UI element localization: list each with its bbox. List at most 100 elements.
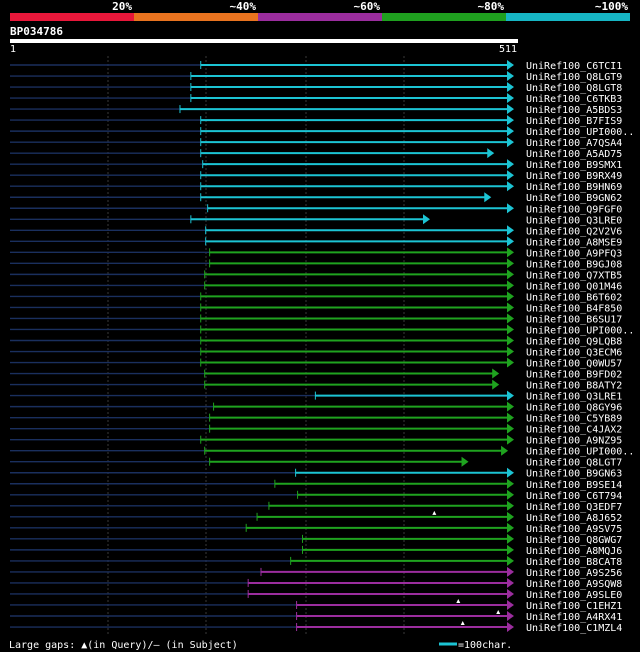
scale-segment	[134, 13, 258, 21]
bar-arrow-head	[507, 401, 514, 412]
hit-row: UniRef100_Q3EDF7	[10, 500, 622, 513]
hit-label: UniRef100_B9GN62	[526, 193, 622, 204]
bar-arrow-head	[507, 137, 514, 148]
hit-label: UniRef100_Q9LQB8	[526, 337, 622, 348]
bar-arrow-head	[507, 181, 514, 192]
ruler-end-label: 511	[499, 44, 517, 55]
hit-label: UniRef100_A7QSA4	[526, 138, 622, 149]
bar-arrow-head	[507, 280, 514, 291]
scale-segment	[506, 13, 630, 21]
hit-row: UniRef100_C4JAX2	[10, 423, 622, 436]
hit-row: UniRef100_C1EHZ1	[10, 598, 622, 612]
bar-arrow-head	[507, 544, 514, 555]
scale-label: ~60%	[354, 0, 381, 13]
hit-row: UniRef100_C6TCI1	[10, 60, 622, 72]
bar-arrow-head	[507, 71, 514, 82]
bar-arrow-head	[507, 346, 514, 357]
hit-label: UniRef100_A8J652	[526, 513, 622, 524]
hit-row: UniRef100_B9GN63	[10, 467, 622, 480]
hit-row: UniRef100_B9SE14	[10, 478, 622, 491]
identity-scale-bar: 20% ~40% ~60% ~80% ~100%	[10, 0, 630, 21]
hit-row: UniRef100_Q9FGF0	[10, 203, 622, 215]
bar-arrow-head	[507, 302, 514, 313]
bar-arrow-head	[501, 445, 509, 456]
hit-label: UniRef100_Q3LRE1	[526, 392, 622, 403]
hit-label: UniRef100_B6T602	[526, 292, 622, 303]
hit-label: UniRef100_UPI000..	[526, 325, 634, 336]
scale-segment	[258, 13, 382, 21]
hit-row: UniRef100_UPI000..	[10, 126, 634, 138]
bar-arrow-head	[487, 148, 495, 159]
bar-arrow-head	[507, 423, 514, 434]
legend-char-text: =100char.	[458, 640, 512, 651]
hit-row: UniRef100_UPI000..	[10, 445, 634, 458]
hit-label: UniRef100_B9GN63	[526, 469, 622, 480]
hit-label: UniRef100_B9GJ08	[526, 259, 622, 270]
hit-label: UniRef100_Q2V2V6	[526, 226, 622, 237]
bar-arrow-head	[507, 159, 514, 170]
hit-label: UniRef100_Q9FGF0	[526, 204, 622, 215]
hit-row: UniRef100_A9NZ95	[10, 434, 622, 447]
bar-arrow-head	[507, 357, 514, 368]
hit-label: UniRef100_Q3ECM6	[526, 348, 622, 359]
bar-arrow-head	[507, 269, 514, 280]
bar-arrow-head	[507, 126, 514, 137]
hit-label: UniRef100_A9PFQ3	[526, 248, 622, 259]
scale-segment	[382, 13, 506, 21]
hit-label: UniRef100_B4F850	[526, 303, 622, 314]
hit-rows: UniRef100_C6TCI1UniRef100_Q8LGT9UniRef10…	[10, 60, 634, 634]
chart-title: BP034786	[10, 25, 63, 38]
hit-label: UniRef100_C6TCI1	[526, 61, 622, 72]
hit-label: UniRef100_B9FD02	[526, 370, 622, 381]
hit-label: UniRef100_Q8LGT8	[526, 83, 622, 94]
bar-arrow-head	[507, 622, 514, 633]
hit-row: UniRef100_A9SV75	[10, 522, 622, 535]
hit-label: UniRef100_Q3LRE0	[526, 215, 622, 226]
hit-row: UniRef100_C6TKB3	[10, 93, 622, 105]
hit-row: UniRef100_UPI000..	[10, 324, 634, 336]
bar-arrow-head	[507, 467, 514, 478]
ruler: 1 511	[10, 39, 518, 55]
bar-arrow-head	[423, 214, 430, 225]
hit-label: UniRef100_Q3EDF7	[526, 502, 622, 513]
bar-arrow-head	[507, 313, 514, 324]
hit-label: UniRef100_Q01M46	[526, 281, 622, 292]
hit-label: UniRef100_A5BDS3	[526, 105, 622, 116]
hit-label: UniRef100_B9HN69	[526, 182, 622, 193]
hit-row: UniRef100_Q2V2V6	[10, 225, 622, 237]
hit-label: UniRef100_B9RX49	[526, 171, 622, 182]
scale-label: ~40%	[230, 0, 257, 13]
bar-arrow-head	[507, 291, 514, 302]
hit-label: UniRef100_A5AD75	[526, 149, 622, 160]
bar-arrow-head	[484, 192, 492, 203]
hit-label: UniRef100_C6TKB3	[526, 94, 622, 105]
hit-row: UniRef100_A8MQJ6	[10, 544, 622, 557]
bar-arrow-head	[507, 115, 514, 126]
hit-row: UniRef100_A9SQW8	[10, 577, 622, 590]
hit-row: UniRef100_Q8LGT8	[10, 82, 622, 94]
hit-row: UniRef100_A9SLE0	[10, 588, 622, 601]
hit-row: UniRef100_B9HN69	[10, 181, 622, 193]
scale-label: 20%	[112, 0, 132, 13]
hit-label: UniRef100_A9SV75	[526, 524, 622, 535]
query-gap-marker	[432, 510, 437, 515]
bar-arrow-head	[461, 456, 469, 467]
scale-label: ~100%	[595, 0, 628, 13]
hit-row: UniRef100_Q3LRE1	[10, 390, 622, 403]
hit-label: UniRef100_Q8GWG7	[526, 535, 622, 546]
hit-label: UniRef100_B9SE14	[526, 480, 622, 491]
hit-row: UniRef100_B9GJ08	[10, 258, 622, 270]
bar-arrow-head	[507, 434, 514, 445]
hit-label: UniRef100_Q8GY96	[526, 403, 622, 414]
hit-label: UniRef100_A9NZ95	[526, 436, 622, 447]
hit-row: UniRef100_Q8GWG7	[10, 533, 622, 546]
bar-arrow-head	[507, 225, 514, 236]
hit-row: UniRef100_Q7XTB5	[10, 269, 622, 281]
hit-label: UniRef100_A9SLE0	[526, 590, 622, 601]
hit-row: UniRef100_B7FIS9	[10, 115, 622, 127]
query-gap-marker	[460, 621, 465, 626]
hit-label: UniRef100_UPI000..	[526, 447, 634, 458]
hit-row: UniRef100_Q3ECM6	[10, 346, 622, 359]
bar-arrow-head	[507, 247, 514, 258]
